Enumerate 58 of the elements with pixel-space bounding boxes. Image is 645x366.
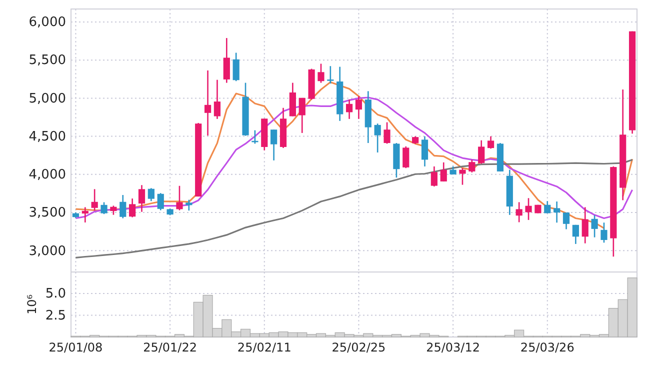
candlestick	[440, 162, 447, 182]
line-series	[74, 96, 634, 220]
candlestick	[148, 187, 154, 202]
candlestick	[516, 202, 522, 223]
candlestick	[478, 140, 485, 164]
y-tick-label: 5,500	[28, 53, 66, 68]
candlestick	[289, 82, 296, 117]
candlestick	[402, 146, 410, 169]
y-tick-label: 6,000	[28, 15, 66, 30]
candlestick	[591, 214, 598, 238]
candlestick	[176, 185, 183, 211]
candlestick	[384, 122, 390, 144]
candlestick	[91, 188, 98, 212]
y-tick-label: 5.0	[45, 286, 66, 302]
y-tick-label: 4,000	[28, 168, 66, 183]
candlestick	[129, 198, 136, 218]
candlestick	[298, 97, 306, 134]
candlestick	[110, 205, 117, 216]
y-axis-title: 10⁶	[25, 294, 39, 315]
candlestick	[600, 222, 608, 244]
candlestick	[525, 197, 532, 221]
candlestick	[100, 202, 108, 215]
candlestick	[421, 136, 428, 168]
candlestick	[214, 79, 221, 120]
candlestick	[120, 194, 126, 219]
candlestick	[327, 65, 334, 84]
candlestick	[186, 199, 192, 212]
x-tick-label: 25/01/08	[48, 340, 103, 355]
candlestick	[204, 70, 212, 136]
x-tick-label: 25/03/26	[520, 340, 574, 355]
y-tick-label: 3,500	[28, 206, 66, 221]
candlestick	[544, 200, 551, 214]
y-tick-label: 3,000	[28, 244, 66, 259]
candlestick	[355, 96, 362, 120]
candlestick	[232, 52, 240, 82]
candlestick	[572, 224, 579, 245]
candlestick	[270, 128, 278, 162]
x-tick-label: 25/02/25	[332, 340, 386, 355]
candlestick	[223, 37, 230, 84]
candlestick	[562, 212, 570, 230]
candlestick	[468, 159, 476, 174]
candlestick	[82, 206, 88, 224]
candlestick	[374, 122, 381, 154]
candlestick	[318, 63, 324, 84]
candlestick	[346, 98, 353, 120]
candlestick	[487, 136, 494, 150]
x-tick-label: 25/02/11	[237, 340, 292, 355]
y-tick-label: 4,500	[28, 129, 66, 144]
x-tick-label: 25/03/12	[426, 340, 480, 355]
y-tick-label: 5,000	[28, 91, 66, 106]
candlestick	[138, 184, 146, 213]
candlestick	[430, 166, 438, 188]
candlestick	[554, 200, 560, 224]
candlestick	[157, 192, 164, 211]
x-tick-label: 25/01/22	[143, 340, 198, 355]
candlestick	[582, 206, 588, 244]
y-tick-label: 2.5	[45, 308, 66, 324]
candlestick	[459, 167, 466, 186]
